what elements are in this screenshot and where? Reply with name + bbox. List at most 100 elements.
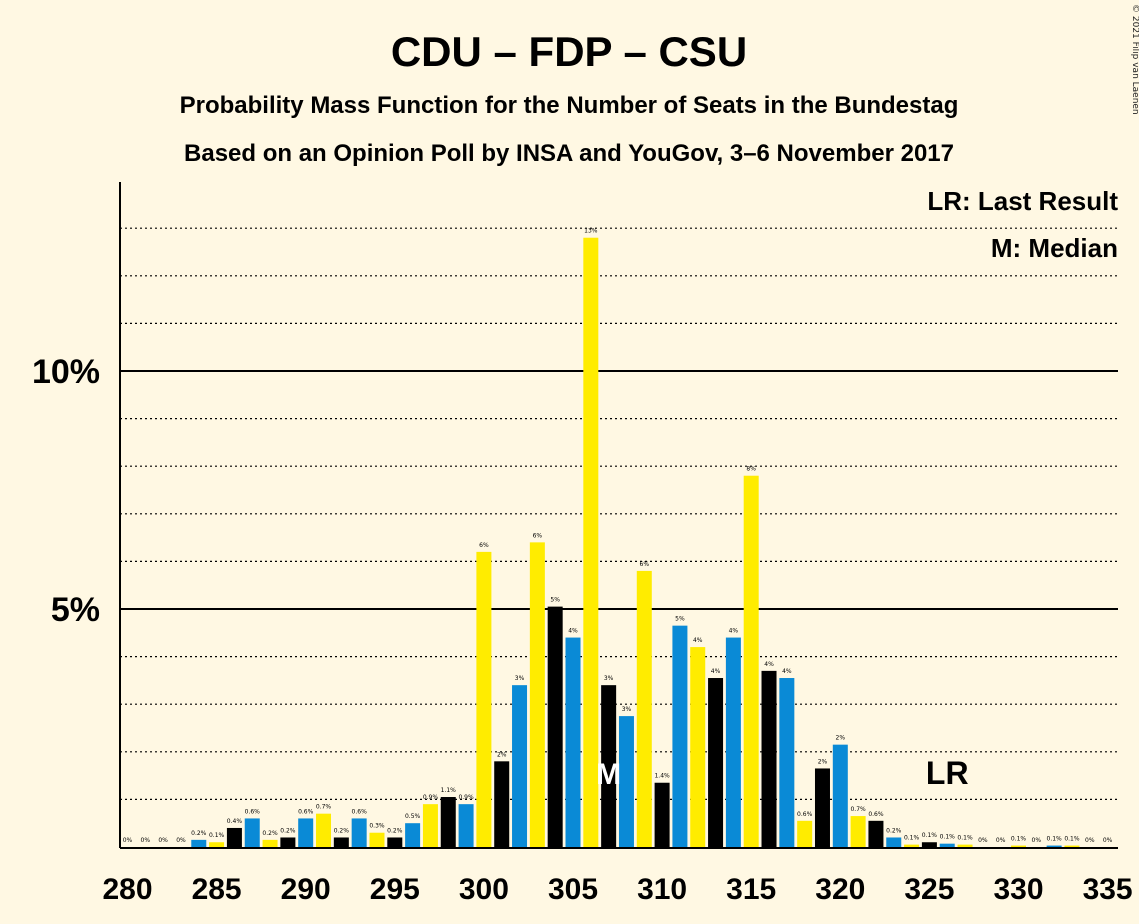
bar-327 — [957, 844, 973, 847]
bar-label-325: 0.1% — [922, 832, 938, 839]
bar-label-335: 0% — [1103, 837, 1113, 844]
bar-label-296: 0.5% — [405, 813, 421, 820]
bar-label-322: 0.6% — [868, 811, 884, 818]
bar-label-292: 0.2% — [334, 827, 350, 834]
bar-label-290: 0.6% — [298, 808, 314, 815]
bar-311 — [672, 625, 688, 847]
bar-label-300: 6% — [479, 542, 489, 549]
bar-306 — [583, 237, 599, 848]
bar-label-283: 0% — [176, 837, 186, 844]
bar-298 — [440, 797, 456, 847]
bar-label-298: 1.1% — [441, 787, 457, 794]
bar-label-281: 0% — [141, 837, 151, 844]
bar-label-309: 6% — [640, 561, 650, 568]
bar-label-329: 0% — [996, 837, 1006, 844]
x-tick-label: 295 — [370, 873, 420, 906]
y-tick-labels: 5% 10% — [32, 353, 100, 629]
bar-label-319: 2% — [818, 758, 828, 765]
bar-291 — [316, 813, 332, 847]
bar-295 — [387, 837, 403, 847]
bar-label-299: 0.9% — [458, 794, 474, 801]
bar-labels: 0% 0% 0% 0%0.2% 0.1%0.4%0.6%0.2% 0.2%0.6%0.7%… — [123, 228, 1113, 844]
x-tick-label: 300 — [459, 873, 509, 906]
bars — [191, 237, 1080, 848]
bar-label-328: 0% — [978, 837, 988, 844]
markers: M LR — [596, 755, 968, 791]
bar-label-308: 3% — [622, 706, 632, 713]
bar-318 — [797, 820, 813, 847]
bar-label-288: 0.2% — [262, 830, 278, 837]
bar-label-323: 0.2% — [886, 827, 902, 834]
bar-label-284: 0.2% — [191, 830, 207, 837]
bar-label-314: 4% — [729, 628, 739, 635]
bar-label-306: 13% — [584, 228, 598, 235]
bar-label-321: 0.7% — [850, 806, 866, 813]
bar-label-287: 0.6% — [245, 808, 261, 815]
bar-290 — [298, 818, 314, 847]
bar-label-324: 0.1% — [904, 835, 920, 842]
bar-292 — [333, 837, 349, 847]
bar-label-303: 6% — [533, 532, 543, 539]
x-tick-label: 290 — [281, 873, 331, 906]
bar-322 — [868, 820, 884, 847]
chart-title: CDU – FDP – CSU — [391, 28, 747, 75]
bar-label-315: 8% — [746, 466, 756, 473]
bar-288 — [262, 839, 278, 847]
bar-289 — [280, 837, 296, 847]
x-tick-label: 310 — [637, 873, 687, 906]
bar-label-330: 0.1% — [1011, 836, 1027, 843]
bar-323 — [886, 837, 902, 847]
bar-284 — [191, 839, 207, 847]
bar-label-307: 3% — [604, 675, 614, 682]
bar-313 — [708, 678, 724, 847]
bar-333 — [1064, 845, 1080, 847]
x-tick-label: 285 — [192, 873, 242, 906]
grid-lines — [120, 227, 1118, 801]
bar-label-285: 0.1% — [209, 832, 225, 839]
bar-label-332: 0.1% — [1047, 836, 1063, 843]
bar-label-293: 0.6% — [352, 808, 368, 815]
bar-287 — [244, 818, 260, 847]
bar-315 — [743, 475, 759, 847]
bar-label-334: 0% — [1085, 837, 1095, 844]
x-tick-label: 330 — [993, 873, 1043, 906]
bar-325 — [921, 842, 937, 847]
bar-label-282: 0% — [158, 837, 168, 844]
last-result-marker: LR — [926, 755, 969, 791]
x-tick-labels: 280 285 290 295 300 305 310 315 320 325 330 335 — [102, 873, 1132, 906]
bar-297 — [422, 804, 438, 847]
bar-label-305: 4% — [568, 628, 578, 635]
bar-label-318: 0.6% — [797, 811, 813, 818]
bar-309 — [636, 570, 652, 847]
bar-label-316: 4% — [764, 661, 774, 668]
y-tick-label: 10% — [32, 353, 100, 391]
x-tick-label: 305 — [548, 873, 598, 906]
bar-label-295: 0.2% — [387, 827, 403, 834]
x-tick-label: 320 — [815, 873, 865, 906]
bar-302 — [512, 685, 528, 847]
bar-294 — [369, 832, 385, 847]
chart-subtitle-1: Probability Mass Function for the Number… — [180, 92, 959, 119]
chart-subtitle-2: Based on an Opinion Poll by INSA and You… — [184, 140, 954, 167]
bar-label-291: 0.7% — [316, 804, 332, 811]
bar-label-313: 4% — [711, 668, 721, 675]
bar-320 — [832, 744, 848, 847]
median-marker: M — [596, 758, 621, 791]
bar-label-327: 0.1% — [957, 835, 973, 842]
bar-307 — [601, 685, 617, 847]
y-tick-label: 5% — [51, 591, 100, 629]
bar-330 — [1011, 845, 1026, 847]
bar-label-294: 0.3% — [369, 823, 385, 830]
bar-label-289: 0.2% — [280, 827, 296, 834]
bar-label-312: 4% — [693, 637, 703, 644]
bar-312 — [690, 647, 706, 847]
bar-label-320: 2% — [836, 735, 846, 742]
bar-293 — [351, 818, 367, 847]
bar-301 — [494, 761, 510, 847]
bar-332 — [1046, 845, 1062, 847]
bar-299 — [458, 804, 474, 847]
bar-label-311: 5% — [675, 616, 685, 623]
bar-286 — [226, 827, 242, 847]
bar-label-297: 0.9% — [423, 794, 439, 801]
